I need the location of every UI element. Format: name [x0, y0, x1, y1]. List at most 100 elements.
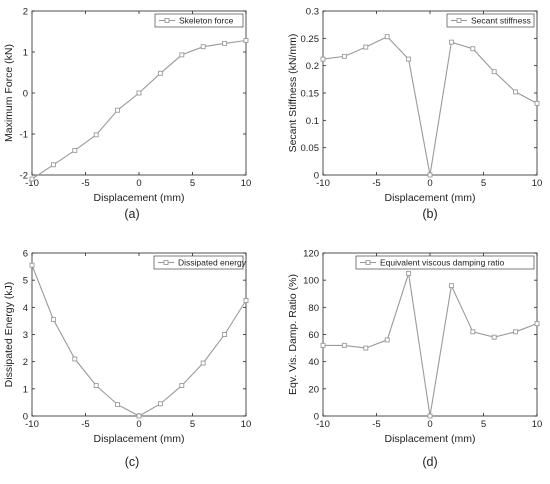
y-tick-label: 60 [308, 330, 319, 341]
legend-box [355, 255, 535, 270]
chart-panel-2: -10 -5 0 5 10 0 0.05 0.1 0.15 0.2 0.25 0.3 Displacem… [287, 7, 542, 222]
y-tick-label: 0 [23, 89, 28, 100]
plot-area-frame [322, 10, 538, 176]
x-tick-label: -10 [25, 419, 39, 430]
y-tick-label: 3 [23, 330, 28, 341]
data-point [115, 402, 121, 408]
data-point [50, 317, 56, 323]
y-tick-label: 0.15 [301, 89, 320, 100]
series-line [322, 36, 538, 176]
y-tick-label: -2 [20, 171, 28, 182]
data-point [491, 69, 497, 75]
data-point [363, 44, 369, 50]
legend-label: Dissipated energy [178, 258, 247, 268]
data-point [29, 262, 35, 268]
legend: Skeleton force [154, 13, 244, 28]
y-tick-label: 0 [314, 412, 319, 423]
data-point [320, 56, 326, 62]
data-point [341, 53, 347, 59]
series-line [31, 39, 247, 180]
data-point [179, 383, 185, 389]
y-tick-label: 0.25 [301, 34, 320, 45]
x-tick-label: -10 [25, 178, 39, 189]
data-point [72, 356, 78, 362]
y-tick-label: 5 [23, 276, 28, 287]
panel-caption: (a) [124, 207, 139, 221]
data-point [136, 413, 142, 419]
y-tick-label: 0.1 [306, 116, 319, 127]
y-tick-label: 0.2 [306, 61, 319, 72]
legend-marker [456, 18, 462, 23]
plot-area-frame [31, 252, 247, 417]
y-tick-label: 6 [23, 249, 28, 260]
data-point [513, 329, 519, 335]
series-line [31, 264, 247, 417]
legend: Dissipated energy [153, 255, 247, 270]
data-point [93, 132, 99, 138]
series-line [323, 273, 538, 417]
y-tick-label: 2 [23, 7, 28, 18]
y-tick-label: 100 [303, 276, 319, 287]
legend-marker [163, 260, 169, 265]
data-point [470, 329, 476, 335]
data-point [406, 270, 412, 276]
x-tick-label: -5 [372, 178, 380, 189]
data-point [320, 342, 326, 348]
data-point [243, 38, 249, 43]
x-tick-label: 0 [427, 419, 432, 430]
legend-box [153, 255, 244, 270]
legend-box [154, 13, 244, 28]
x-tick-label: 10 [241, 178, 252, 189]
panel-caption: (b) [422, 207, 437, 221]
y-tick-label: 80 [308, 303, 319, 314]
chart-panel-3: -10 -5 0 5 10 0 1 2 3 4 5 6 Displacement (mm) Dissipa… [3, 249, 251, 470]
data-point [72, 147, 78, 153]
data-point [50, 162, 56, 168]
x-tick-label: -5 [81, 419, 89, 430]
x-axis-label: Displacement (mm) [93, 192, 184, 204]
x-tick-label: -10 [316, 178, 330, 189]
x-tick-label: 5 [190, 178, 195, 189]
data-point [179, 52, 185, 58]
data-point [363, 345, 369, 351]
data-point [222, 332, 228, 337]
x-tick-label: 0 [427, 178, 432, 189]
legend-label: Secant stiffness [471, 16, 531, 26]
y-tick-label: 4 [23, 303, 28, 314]
legend-marker [365, 260, 371, 265]
x-tick-label: 5 [481, 178, 486, 189]
legend-box [446, 13, 535, 28]
y-tick-label: 0 [23, 412, 28, 423]
data-point [384, 34, 390, 40]
y-tick-label: 40 [308, 357, 319, 368]
x-tick-label: -10 [316, 419, 330, 430]
x-axis-label: Displacement (mm) [93, 433, 184, 445]
x-axis-label: Displacement (mm) [384, 433, 475, 445]
y-axis-label: Maximum Force (kN) [3, 44, 15, 142]
data-point [427, 413, 433, 419]
data-point [93, 383, 99, 389]
x-tick-label: -5 [81, 178, 89, 189]
data-point [513, 89, 519, 95]
data-point [427, 172, 433, 178]
x-tick-label: 0 [136, 178, 141, 189]
data-point [200, 44, 206, 50]
x-tick-label: 5 [190, 419, 195, 430]
x-tick-label: 0 [136, 419, 141, 430]
x-axis-label: Displacement (mm) [384, 192, 475, 204]
y-tick-label: 2 [23, 357, 28, 368]
y-tick-label: 0.3 [306, 7, 319, 18]
data-point [243, 298, 249, 303]
y-tick-label: 120 [303, 249, 319, 260]
x-tick-label: -5 [372, 419, 380, 430]
y-tick-label: -1 [20, 130, 28, 141]
data-point [115, 107, 121, 113]
legend-marker [164, 18, 170, 23]
x-tick-label: 5 [481, 419, 486, 430]
data-point [491, 334, 497, 340]
y-tick-label: 0 [314, 171, 319, 182]
